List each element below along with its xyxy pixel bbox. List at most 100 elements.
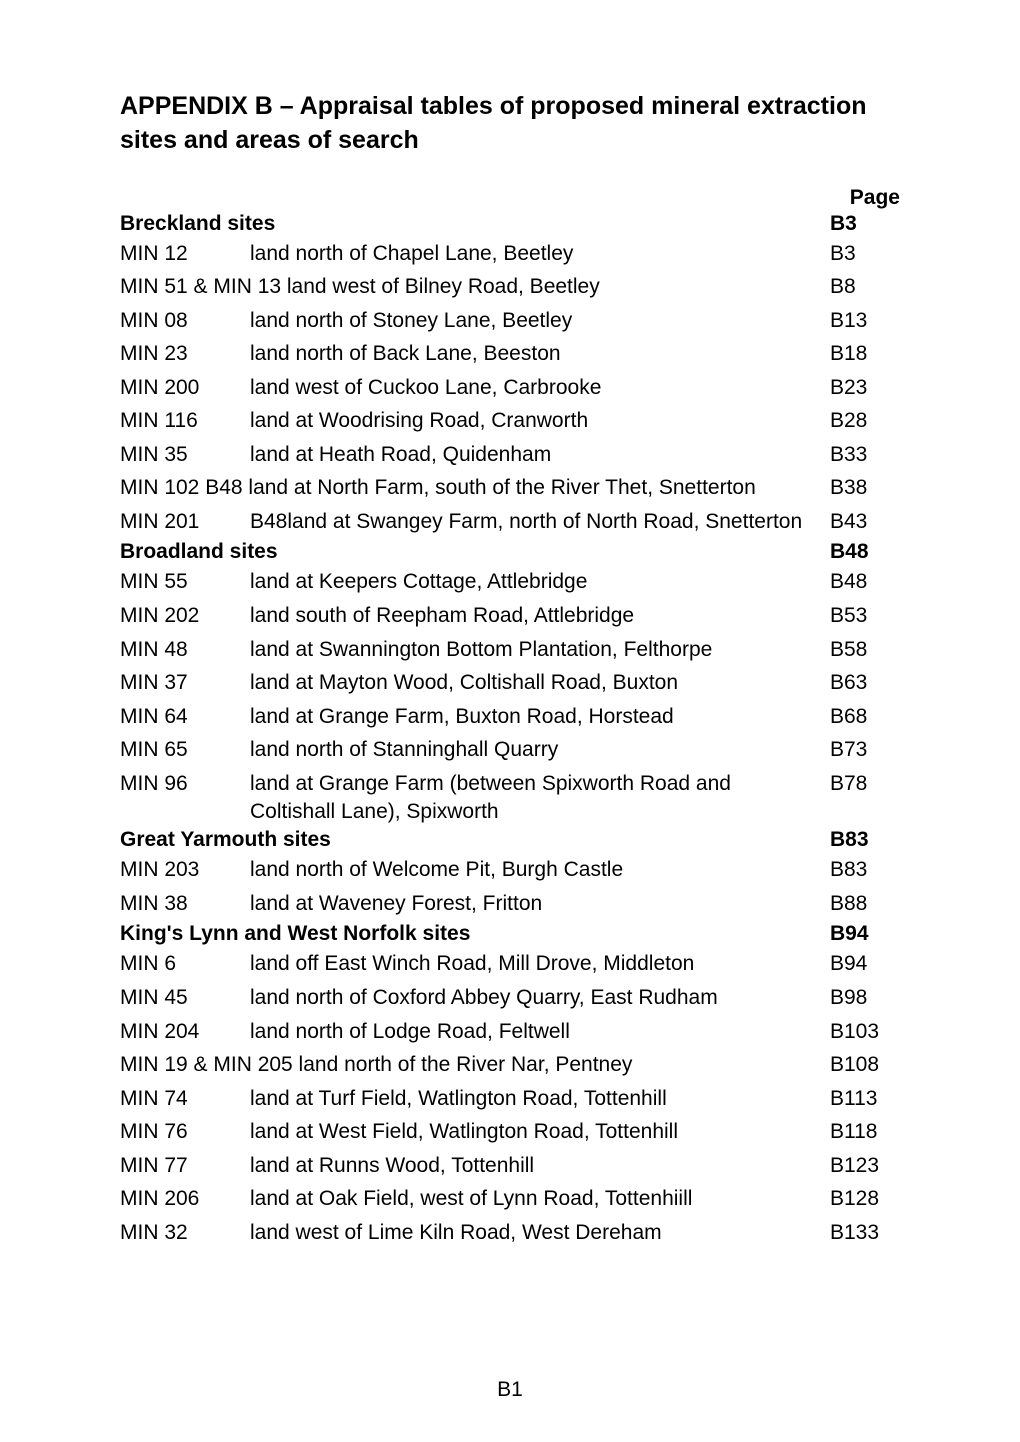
toc-entry-code: MIN 116	[120, 405, 250, 438]
toc-entry-merged: MIN 19 & MIN 205 land north of the River…	[120, 1049, 830, 1082]
toc-entry-row: MIN 203land north of Welcome Pit, Burgh …	[120, 854, 900, 887]
toc-entry-desc: land at West Field, Watlington Road, Tot…	[250, 1116, 830, 1149]
section-row: Great Yarmouth sitesB83	[120, 828, 900, 852]
toc-entry-page: B123	[830, 1150, 900, 1183]
toc-entry-row: MIN 45land north of Coxford Abbey Quarry…	[120, 982, 900, 1015]
toc-entry-row: MIN 37land at Mayton Wood, Coltishall Ro…	[120, 667, 900, 700]
toc-entry-page: B118	[830, 1116, 900, 1149]
toc-entry-page: B133	[830, 1217, 900, 1250]
toc-entry-desc: land at Grange Farm, Buxton Road, Horste…	[250, 701, 830, 734]
toc-entry-code: MIN 77	[120, 1150, 250, 1183]
toc-entry-row: MIN 200land west of Cuckoo Lane, Carbroo…	[120, 372, 900, 405]
page: APPENDIX B – Appraisal tables of propose…	[0, 0, 1020, 1442]
toc-entry-desc: land at Keepers Cottage, Attlebridge	[250, 566, 830, 599]
toc-entry-code: MIN 55	[120, 566, 250, 599]
toc-entry-code: MIN 206	[120, 1183, 250, 1216]
toc-entry-row: MIN 08land north of Stoney Lane, Beetley…	[120, 305, 900, 338]
toc-entry-page: B78	[830, 768, 900, 801]
toc-entry-code: MIN 37	[120, 667, 250, 700]
toc-entry-desc: land north of Welcome Pit, Burgh Castle	[250, 854, 830, 887]
toc-entry-code: MIN 64	[120, 701, 250, 734]
toc-body: Breckland sitesB3MIN 12land north of Cha…	[120, 212, 900, 1250]
toc-entry-code: MIN 48	[120, 634, 250, 667]
toc-entry-page: B94	[830, 948, 900, 981]
toc-entry-page: B63	[830, 667, 900, 700]
toc-entry-page: B113	[830, 1083, 900, 1116]
section-title: King's Lynn and West Norfolk sites	[120, 922, 830, 946]
toc-entry-row: MIN 96land at Grange Farm (between Spixw…	[120, 768, 900, 827]
section-row: Breckland sitesB3	[120, 212, 900, 236]
section-page: B48	[830, 540, 900, 564]
toc-entry-desc: land west of Lime Kiln Road, West Dereha…	[250, 1217, 830, 1250]
toc-entry-row: MIN 77land at Runns Wood, TottenhillB123	[120, 1150, 900, 1183]
toc-entry-code: MIN 74	[120, 1083, 250, 1116]
toc-entry-desc: land north of Chapel Lane, Beetley	[250, 238, 830, 271]
toc-entry-page: B88	[830, 888, 900, 921]
toc-entry-row: MIN 6land off East Winch Road, Mill Drov…	[120, 948, 900, 981]
toc-entry-code: MIN 200	[120, 372, 250, 405]
toc-entry-desc: B48land at Swangey Farm, north of North …	[250, 506, 830, 539]
toc-entry-row: MIN 201B48land at Swangey Farm, north of…	[120, 506, 900, 539]
toc-entry-row: MIN 51 & MIN 13 land west of Bilney Road…	[120, 271, 900, 304]
toc-entry-desc: land at Turf Field, Watlington Road, Tot…	[250, 1083, 830, 1116]
toc-entry-row: MIN 48land at Swannington Bottom Plantat…	[120, 634, 900, 667]
toc-entry-page: B13	[830, 305, 900, 338]
section-page: B94	[830, 922, 900, 946]
toc-entry-page: B43	[830, 506, 900, 539]
toc-entry-desc: land north of Stoney Lane, Beetley	[250, 305, 830, 338]
toc-entry-row: MIN 76land at West Field, Watlington Roa…	[120, 1116, 900, 1149]
toc-entry-code: MIN 32	[120, 1217, 250, 1250]
section-title: Breckland sites	[120, 212, 830, 236]
toc-entry-page: B8	[830, 271, 900, 304]
toc-entry-page: B83	[830, 854, 900, 887]
toc-entry-code: MIN 204	[120, 1016, 250, 1049]
toc-entry-merged: MIN 51 & MIN 13 land west of Bilney Road…	[120, 271, 830, 304]
toc-entry-code: MIN 96	[120, 768, 250, 801]
toc-entry-desc: land north of Stanninghall Quarry	[250, 734, 830, 767]
toc-entry-row: MIN 23land north of Back Lane, BeestonB1…	[120, 338, 900, 371]
toc-entry-desc: land at Swannington Bottom Plantation, F…	[250, 634, 830, 667]
toc-entry-page: B98	[830, 982, 900, 1015]
toc-entry-desc: land at Waveney Forest, Fritton	[250, 888, 830, 921]
toc-entry-code: MIN 45	[120, 982, 250, 1015]
toc-entry-row: MIN 32land west of Lime Kiln Road, West …	[120, 1217, 900, 1250]
toc-entry-code: MIN 12	[120, 238, 250, 271]
toc-entry-code: MIN 08	[120, 305, 250, 338]
toc-entry-code: MIN 35	[120, 439, 250, 472]
toc-entry-page: B73	[830, 734, 900, 767]
toc-entry-code: MIN 201	[120, 506, 250, 539]
toc-entry-code: MIN 202	[120, 600, 250, 633]
section-page: B83	[830, 828, 900, 852]
toc-entry-desc: land at Woodrising Road, Cranworth	[250, 405, 830, 438]
toc-entry-row: MIN 65land north of Stanninghall QuarryB…	[120, 734, 900, 767]
toc-entry-merged: MIN 102 B48 land at North Farm, south of…	[120, 472, 830, 505]
toc-entry-desc: land at Oak Field, west of Lynn Road, To…	[250, 1183, 830, 1216]
toc-entry-code: MIN 76	[120, 1116, 250, 1149]
toc-entry-page: B18	[830, 338, 900, 371]
toc-entry-desc: land at Heath Road, Quidenham	[250, 439, 830, 472]
toc-entry-desc: land at Grange Farm (between Spixworth R…	[250, 770, 830, 827]
toc-entry-page: B68	[830, 701, 900, 734]
toc-entry-desc: land west of Cuckoo Lane, Carbrooke	[250, 372, 830, 405]
toc-entry-page: B58	[830, 634, 900, 667]
toc-entry-code: MIN 23	[120, 338, 250, 371]
toc-entry-desc: land south of Reepham Road, Attlebridge	[250, 600, 830, 633]
toc-entry-row: MIN 206land at Oak Field, west of Lynn R…	[120, 1183, 900, 1216]
toc-entry-page: B38	[830, 472, 900, 505]
section-title: Great Yarmouth sites	[120, 828, 830, 852]
appendix-title: APPENDIX B – Appraisal tables of propose…	[120, 90, 900, 158]
toc-entry-page: B33	[830, 439, 900, 472]
toc-entry-row: MIN 35land at Heath Road, QuidenhamB33	[120, 439, 900, 472]
toc-entry-row: MIN 74land at Turf Field, Watlington Roa…	[120, 1083, 900, 1116]
toc-entry-page: B3	[830, 238, 900, 271]
toc-entry-row: MIN 202land south of Reepham Road, Attle…	[120, 600, 900, 633]
toc-entry-desc: land north of Back Lane, Beeston	[250, 338, 830, 371]
toc-entry-page: B103	[830, 1016, 900, 1049]
toc-entry-code: MIN 203	[120, 854, 250, 887]
toc-entry-page: B28	[830, 405, 900, 438]
toc-entry-desc: land north of Coxford Abbey Quarry, East…	[250, 982, 830, 1015]
footer-page-number: B1	[0, 1378, 1020, 1402]
toc-entry-code: MIN 38	[120, 888, 250, 921]
toc-entry-page: B53	[830, 600, 900, 633]
toc-entry-row: MIN 19 & MIN 205 land north of the River…	[120, 1049, 900, 1082]
